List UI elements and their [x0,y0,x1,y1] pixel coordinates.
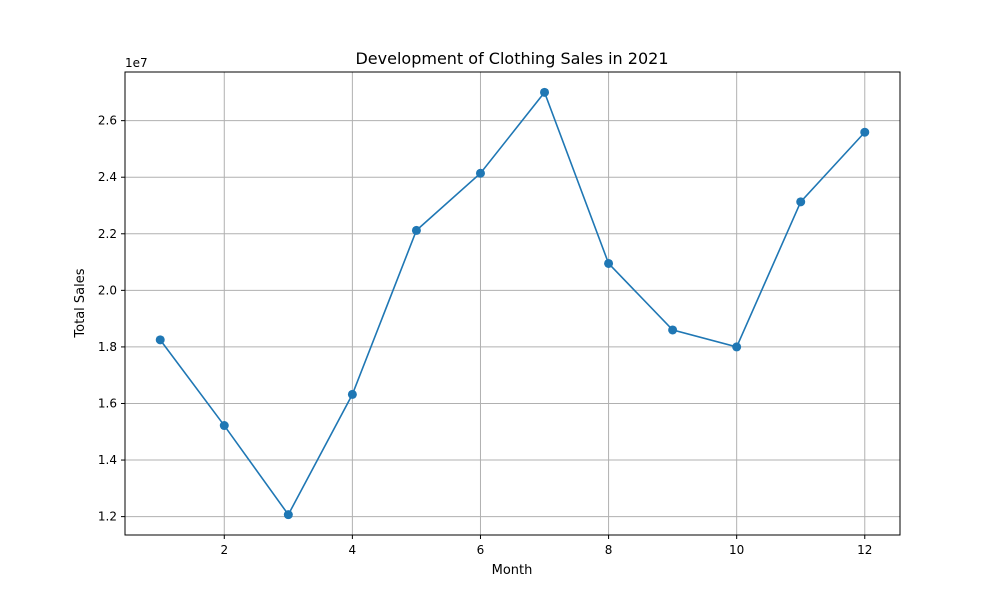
data-point [732,342,742,352]
y-offset-label: 1e7 [125,56,148,70]
x-tick-label: 10 [729,543,744,557]
data-point [219,421,229,431]
x-tick-label: 12 [857,543,872,557]
y-tick-label: 1.8 [98,340,117,354]
y-tick-label: 1.2 [98,510,117,524]
data-point [283,510,293,520]
y-axis-label: Total Sales [73,268,88,338]
y-tick-label: 2.4 [98,170,117,184]
plot-frame [124,71,901,536]
data-point [411,225,421,235]
ticks-layer: 2 4 6 8 10 12 1.2 1.4 1.6 1.8 2.0 2.2 2.4 2.6 [98,114,873,557]
x-axis-label: Month [492,563,533,578]
y-tick-label: 2.2 [98,227,117,241]
data-point [604,258,614,268]
chart-title: Development of Clothing Sales in 2021 [355,49,668,68]
x-tick-label: 8 [605,543,613,557]
x-tick-label: 6 [477,543,485,557]
data-point [347,389,357,399]
x-tick-label: 4 [349,543,357,557]
data-point [155,335,165,345]
series-layer [155,87,870,520]
series-line [159,90,866,517]
y-tick-label: 2.6 [98,114,117,128]
data-point [860,127,870,137]
data-point [540,87,550,97]
data-point [668,325,678,335]
grid-layer [125,72,900,535]
y-tick-label: 2.0 [98,283,117,297]
data-point [475,168,485,178]
data-point [796,197,806,207]
y-tick-label: 1.6 [98,396,117,410]
x-tick-label: 2 [220,543,228,557]
y-tick-label: 1.4 [98,453,117,467]
